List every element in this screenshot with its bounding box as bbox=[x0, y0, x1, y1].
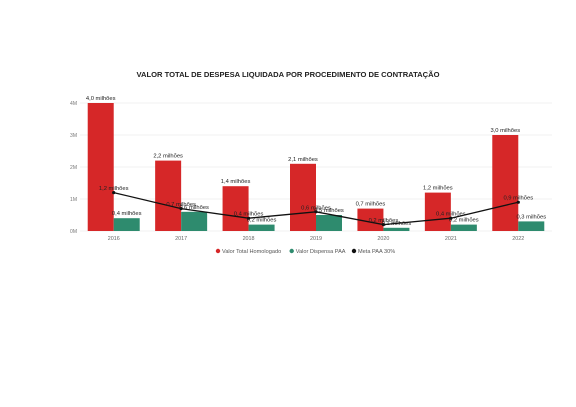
line-point bbox=[246, 216, 251, 220]
bar-data-label: 0,3 milhões bbox=[516, 214, 546, 220]
bar-valor-total-homologado bbox=[492, 135, 519, 231]
bar-data-label: 0,2 milhões bbox=[247, 218, 277, 224]
bar-valor-dispensa-paa bbox=[450, 224, 477, 231]
line-data-label: 0,4 milhões bbox=[234, 212, 264, 218]
y-tick-label: 4M bbox=[70, 101, 77, 107]
bar-data-label: 0,2 milhões bbox=[449, 218, 479, 224]
y-tick-label: 1M bbox=[70, 197, 77, 203]
legend-label: Meta PAA 30% bbox=[358, 249, 395, 255]
y-tick-label: 2M bbox=[70, 165, 77, 171]
line-data-label: 0,6 milhões bbox=[301, 205, 331, 211]
line-data-label: 0,7 milhões bbox=[166, 202, 196, 208]
bar-valor-total-homologado bbox=[424, 192, 451, 231]
y-tick-label: 3M bbox=[70, 133, 77, 139]
y-tick-label: 0M bbox=[70, 229, 77, 235]
bar-valor-total-homologado bbox=[155, 160, 182, 231]
bar-valor-dispensa-paa bbox=[316, 215, 342, 231]
x-tick-label: 2021 bbox=[445, 236, 457, 242]
legend-label: Valor Total Homologado bbox=[222, 249, 281, 255]
bar-data-label: 0,7 milhões bbox=[356, 202, 386, 208]
bar-valor-total-homologado bbox=[87, 103, 114, 231]
line-point bbox=[381, 223, 386, 227]
bar-valor-dispensa-paa bbox=[518, 221, 545, 231]
legend-marker bbox=[351, 248, 357, 254]
legend-marker bbox=[215, 248, 221, 254]
bar-data-label: 1,2 milhões bbox=[423, 186, 453, 192]
bar-valor-dispensa-paa bbox=[383, 227, 410, 231]
bar-valor-total-homologado bbox=[290, 163, 316, 231]
bar-data-label: 2,1 milhões bbox=[288, 157, 318, 163]
bar-data-label: 1,4 milhões bbox=[221, 179, 251, 185]
bar-data-label: 4,0 milhões bbox=[86, 96, 116, 102]
legend-label: Valor Dispensa PAA bbox=[296, 249, 346, 255]
line-data-label: 0,9 milhões bbox=[503, 196, 533, 202]
chart-title: VALOR TOTAL DE DESPESA LIQUIDADA POR PRO… bbox=[136, 70, 440, 79]
line-point bbox=[449, 216, 453, 220]
line-point bbox=[179, 207, 183, 211]
x-tick-label: 2020 bbox=[377, 236, 389, 242]
x-tick-label: 2016 bbox=[108, 236, 120, 242]
bar-data-label: 3,0 milhões bbox=[490, 128, 520, 134]
bar-valor-dispensa-paa bbox=[113, 218, 140, 231]
bar-valor-dispensa-paa bbox=[248, 224, 275, 231]
line-point bbox=[516, 200, 520, 204]
legend-marker bbox=[289, 248, 294, 254]
bar-valor-dispensa-paa bbox=[181, 211, 208, 231]
line-point bbox=[314, 210, 318, 214]
bar-valor-total-homologado bbox=[222, 186, 249, 231]
x-tick-label: 2022 bbox=[512, 236, 524, 242]
line-point bbox=[112, 191, 116, 195]
x-tick-label: 2017 bbox=[175, 236, 187, 242]
bar-data-label: 0,5 milhões bbox=[314, 208, 344, 214]
x-tick-label: 2018 bbox=[243, 236, 255, 242]
x-tick-label: 2019 bbox=[310, 236, 322, 242]
bar-data-label: 0,4 milhões bbox=[112, 211, 142, 217]
bar-data-label: 2,2 milhões bbox=[153, 154, 183, 160]
bar-valor-total-homologado bbox=[357, 208, 384, 231]
line-data-label: 0,4 milhões bbox=[436, 212, 466, 218]
line-data-label: 0,2 milhões bbox=[369, 218, 399, 224]
line-data-label: 1,2 milhões bbox=[99, 186, 129, 192]
bar-data-label: 0,6 milhões bbox=[179, 205, 209, 211]
